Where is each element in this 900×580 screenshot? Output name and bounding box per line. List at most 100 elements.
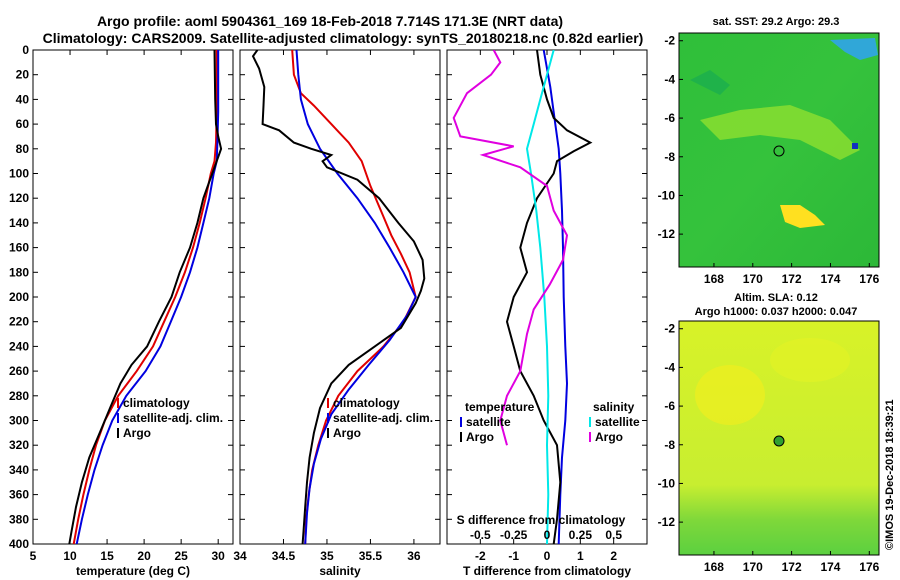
sst-warm-patch — [700, 105, 860, 160]
temperature-xtick-label: 5 — [30, 549, 37, 563]
sst-mottle — [690, 70, 730, 95]
temperature-xtick-label: 30 — [212, 549, 226, 563]
sst-map-title: sat. SST: 29.2 Argo: 29.3 — [713, 16, 840, 28]
depth-tick-label: 40 — [16, 92, 30, 106]
depth-tick-label: 240 — [9, 339, 29, 353]
depth-tick-label: 200 — [9, 290, 29, 304]
map-xtick-label: 168 — [704, 272, 724, 286]
depth-tick-label: 320 — [9, 438, 29, 452]
temperature-series-group — [68, 50, 223, 544]
salinity-legend-label: climatology — [333, 396, 400, 410]
sla-high-patch-2 — [770, 338, 850, 382]
depth-tick-label: 120 — [9, 191, 29, 205]
difference-top-tick-label: 0.25 — [569, 528, 593, 542]
sst-hot-patch — [780, 205, 825, 228]
difference-top-tick-label: 0.5 — [605, 528, 622, 542]
sla-argo-marker — [773, 435, 785, 447]
temperature-legend-title: temperature — [465, 400, 535, 414]
temperature-line-climatology — [72, 50, 218, 544]
temperature-legend-label: satellite — [466, 415, 511, 429]
map-ytick-label: -6 — [664, 399, 675, 413]
depth-tick-label: 20 — [16, 68, 30, 82]
differences-line-temperature-satellite — [542, 50, 569, 544]
map-xtick-label: 174 — [820, 272, 840, 286]
salinity-series-group — [251, 50, 426, 544]
temperature-xtick-label: 20 — [137, 549, 151, 563]
temperature-legend-label: Argo — [123, 426, 151, 440]
map-xtick-label: 168 — [704, 560, 724, 574]
credit-text: ©IMOS 19-Dec-2018 18:39:21 — [884, 399, 896, 550]
salinity-xtick-label: 34 — [233, 549, 247, 563]
map-ytick-label: -8 — [664, 150, 675, 164]
depth-tick-label: 140 — [9, 216, 29, 230]
depth-tick-label: 380 — [9, 512, 29, 526]
salinity-xtick-label: 36 — [407, 549, 421, 563]
differences-xtick-label: -1 — [508, 549, 519, 563]
differences-xtick-label: 2 — [610, 549, 617, 563]
salinity-line-satellite-adj-clim- — [295, 50, 417, 544]
map-ytick-label: -12 — [658, 227, 676, 241]
depth-tick-label: 340 — [9, 463, 29, 477]
sla-title-line1: Altim. SLA: 0.12 — [734, 292, 818, 304]
salinity-legend-label: satellite-adj. clim. — [333, 411, 433, 425]
sla-title-line2: Argo h1000: 0.037 h2000: 0.047 — [695, 306, 858, 318]
salinity-xtick-label: 35 — [320, 549, 334, 563]
difference-top-tick-label: -0.25 — [500, 528, 528, 542]
depth-tick-label: 160 — [9, 241, 29, 255]
depth-tick-label: 360 — [9, 488, 29, 502]
salinity-legend-label: satellite — [595, 415, 640, 429]
depth-tick-label: 400 — [9, 537, 29, 551]
salinity-legend-label: Argo — [333, 426, 361, 440]
depth-tick-label: 60 — [16, 117, 30, 131]
salinity-legend-label: Argo — [595, 430, 623, 444]
differences-xtick-label: -2 — [475, 549, 486, 563]
differences-line-salinity-satellite — [525, 50, 555, 544]
sst-argo-marker — [773, 145, 785, 157]
depth-tick-label: 180 — [9, 265, 29, 279]
differences-xtick-label: 0 — [544, 549, 551, 563]
map-xtick-label: 176 — [859, 560, 879, 574]
sst-cool-patch — [830, 38, 878, 60]
temperature-xtick-label: 15 — [100, 549, 114, 563]
map-ytick-label: -2 — [664, 34, 675, 48]
map-ytick-label: -2 — [664, 322, 675, 336]
map-xtick-label: 174 — [820, 560, 840, 574]
salinity-xtick-label: 35.5 — [359, 549, 383, 563]
depth-tick-label: 260 — [9, 364, 29, 378]
map-ytick-label: -10 — [658, 188, 676, 202]
sst-cold-spot — [852, 143, 858, 149]
temperature-legend-label: satellite-adj. clim. — [123, 411, 223, 425]
depth-tick-label: 300 — [9, 414, 29, 428]
map-ytick-label: -4 — [664, 360, 675, 374]
salinity-panel: 34 34.5 35 35.5 36 salinity climatologysatelli… — [233, 49, 441, 578]
differences-xlabel: T difference from climatology — [463, 564, 631, 578]
temperature-line-satellite-adj-clim- — [75, 50, 220, 544]
depth-tick-label: 80 — [16, 142, 30, 156]
salinity-legend-title: salinity — [593, 400, 635, 414]
temperature-legend-label: climatology — [123, 396, 190, 410]
map-xtick-label: 172 — [782, 272, 802, 286]
map-xtick-label: 176 — [859, 272, 879, 286]
map-xtick-label: 170 — [743, 560, 763, 574]
difference-top-tick-label: -0.5 — [470, 528, 491, 542]
differences-series-group — [452, 50, 593, 544]
depth-tick-label: 220 — [9, 315, 29, 329]
sla-map — [678, 320, 880, 556]
difference-top-tick-label: 0 — [544, 528, 551, 542]
depth-tick-label: 280 — [9, 389, 29, 403]
map-ytick-label: -10 — [658, 476, 676, 490]
map-ytick-label: -4 — [664, 72, 675, 86]
temperature-xtick-label: 25 — [174, 549, 188, 563]
sla-map-frame — [678, 320, 880, 556]
map-ytick-label: -12 — [658, 515, 676, 529]
figure-title-line2: Climatology: CARS2009. Satellite-adjuste… — [43, 30, 644, 46]
differences-line-salinity-argo — [452, 50, 569, 446]
sst-map-frame — [678, 32, 880, 268]
difference-top-xlabel: S difference from climatology — [457, 513, 626, 527]
temperature-legend-label: Argo — [466, 430, 494, 444]
map-ytick-label: -8 — [664, 438, 675, 452]
differences-xtick-label: 1 — [577, 549, 584, 563]
sla-high-patch — [695, 365, 765, 425]
depth-tick-label: 0 — [22, 43, 29, 57]
